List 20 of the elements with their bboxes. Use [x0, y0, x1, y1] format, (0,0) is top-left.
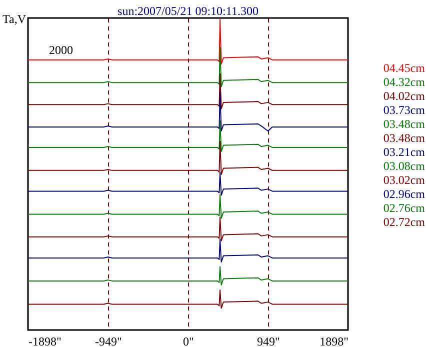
- x-tick-label: 949": [257, 334, 280, 347]
- text: 03.48cm: [383, 131, 426, 145]
- text: 04.32cm: [383, 75, 426, 89]
- annotation: 2000: [49, 43, 73, 57]
- x-tick-label: 1898": [320, 334, 349, 347]
- text: 02.72cm: [383, 215, 426, 229]
- text: 03.48cm: [383, 117, 426, 131]
- x-tick-label: 0": [183, 334, 194, 347]
- text: 03.08cm: [383, 159, 426, 173]
- text: 04.45cm: [383, 61, 426, 75]
- x-tick-label: -1898": [28, 334, 62, 347]
- chart-title: sun:2007/05/21 09:10:11.300: [118, 4, 258, 18]
- text: 03.02cm: [383, 173, 426, 187]
- text: 02.96cm: [383, 187, 426, 201]
- text: 02.76cm: [383, 201, 426, 215]
- text: 03.73cm: [383, 103, 426, 117]
- x-tick-label: -949": [95, 334, 122, 347]
- text: 03.21cm: [383, 145, 426, 159]
- text: 04.02cm: [383, 89, 426, 103]
- y-axis-title: Ta,V: [2, 12, 26, 26]
